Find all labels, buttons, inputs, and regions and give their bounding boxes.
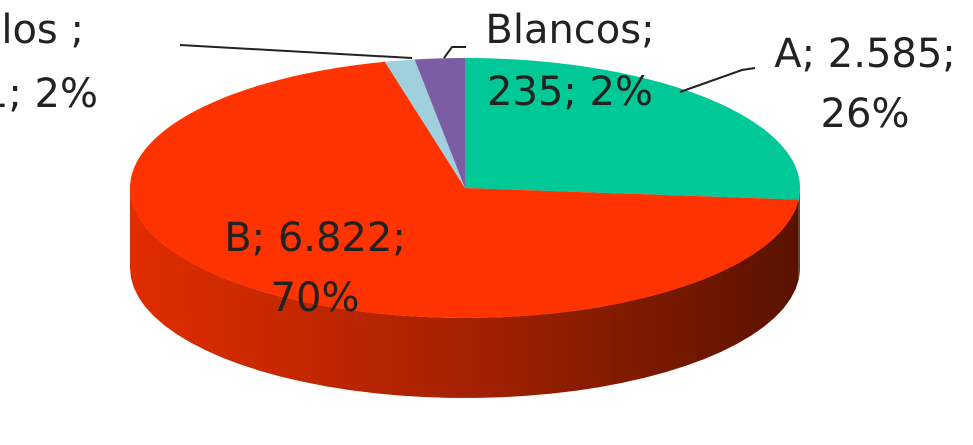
data-label: 141; 2% — [0, 71, 98, 117]
pie-slice — [384, 59, 465, 189]
side-shade — [798, 188, 800, 280]
side-shade — [130, 188, 799, 398]
leader-line — [179, 44, 413, 59]
pie-slice — [130, 61, 799, 318]
data-label: B; 6.822; — [224, 215, 406, 261]
data-label: 235; 2% — [487, 69, 653, 115]
data-label: A; 2.585; — [774, 31, 956, 77]
leader-line — [679, 67, 756, 93]
pie-sides — [130, 188, 800, 398]
data-label: Nulos ; — [0, 7, 84, 53]
data-label: Blancos; — [485, 7, 654, 53]
leader-line — [443, 46, 466, 59]
pie-slice — [465, 58, 800, 200]
pie-slice — [414, 58, 465, 188]
data-label: 70% — [271, 275, 360, 321]
labels: A; 2.585; 26% B; 6.822; 70% Nulos ; 141; 2% Bl… — [0, 7, 956, 321]
data-label: 26% — [821, 91, 910, 137]
pie-tops — [130, 58, 800, 318]
